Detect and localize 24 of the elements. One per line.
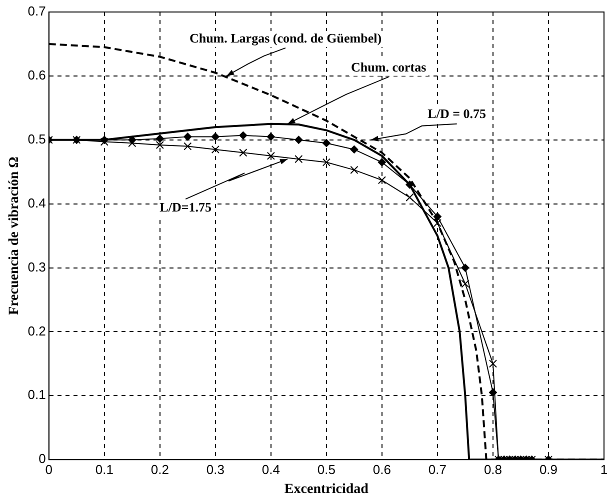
x-tick-label: 0.6 [372,462,391,477]
x-tick-label: 0.3 [206,462,224,477]
annotation: L/D = 0.75 [428,106,487,122]
annotation: Chum. Largas (cond. de Güembel) [189,30,382,46]
annotation: Chum. cortas [351,59,426,74]
x-tick-label: 0.7 [428,462,446,477]
x-tick-label: 0.2 [150,462,169,477]
y-axis-title: Frecuencia de vibración Ω [7,156,22,315]
x-tick-label: 1 [600,462,608,477]
y-tick-label: 0.2 [28,323,46,338]
x-tick-label: 0.1 [95,462,114,477]
x-tick-label: 0.5 [317,462,336,477]
y-tick-label: 0.3 [28,259,46,274]
x-tick-label: 0.9 [539,462,558,477]
y-tick-label: 0.1 [28,387,46,402]
x-tick-label: 0.8 [484,462,502,477]
y-tick-label: 0.6 [28,68,46,83]
y-tick-label: 0.7 [28,4,46,19]
y-tick-label: 0.4 [28,195,46,210]
y-tick-label: 0.5 [28,131,46,146]
x-axis-title: Excentricidad [284,482,369,498]
y-tick-label: 0 [38,451,46,466]
x-tick-label: 0.4 [262,462,280,477]
annotation: L/D=1.75 [160,199,212,214]
